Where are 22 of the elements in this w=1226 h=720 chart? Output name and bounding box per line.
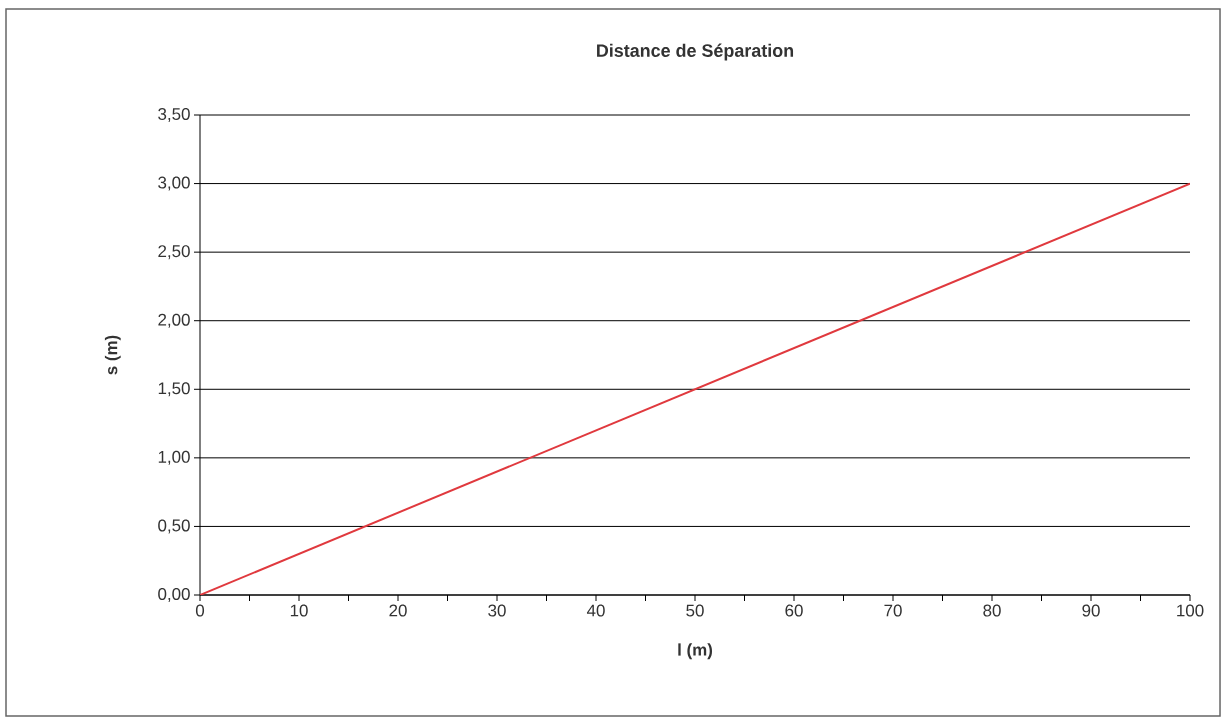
x-tick-label: 80	[983, 604, 1001, 617]
x-tick-label: 70	[884, 604, 902, 617]
x-tick-label: 40	[586, 604, 605, 617]
y-axis-title: s (m)	[104, 335, 121, 375]
x-tick-label: 20	[389, 604, 407, 617]
y-tick-label: 0,50	[158, 519, 190, 534]
x-axis-title: l (m)	[678, 643, 713, 660]
y-tick-label: 0,00	[158, 588, 190, 602]
x-tick-label: 60	[785, 604, 803, 617]
x-tick-label: 0	[195, 604, 205, 617]
y-tick-label: 2,00	[158, 313, 190, 328]
y-tick-label: 3,50	[158, 108, 190, 122]
y-tick-label: 3,00	[158, 176, 190, 191]
x-tick-label: 50	[686, 604, 704, 617]
x-tick-label: 90	[1082, 604, 1100, 617]
chart-title: Distance de Séparation	[597, 43, 794, 61]
x-tick-label: 100	[1177, 604, 1204, 617]
x-tick-label: 30	[488, 604, 506, 617]
x-tick-label: 10	[290, 604, 308, 617]
y-tick-label: 1,00	[158, 450, 190, 465]
y-tick-label: 2,50	[158, 245, 190, 260]
y-tick-label: 1,50	[158, 382, 190, 397]
